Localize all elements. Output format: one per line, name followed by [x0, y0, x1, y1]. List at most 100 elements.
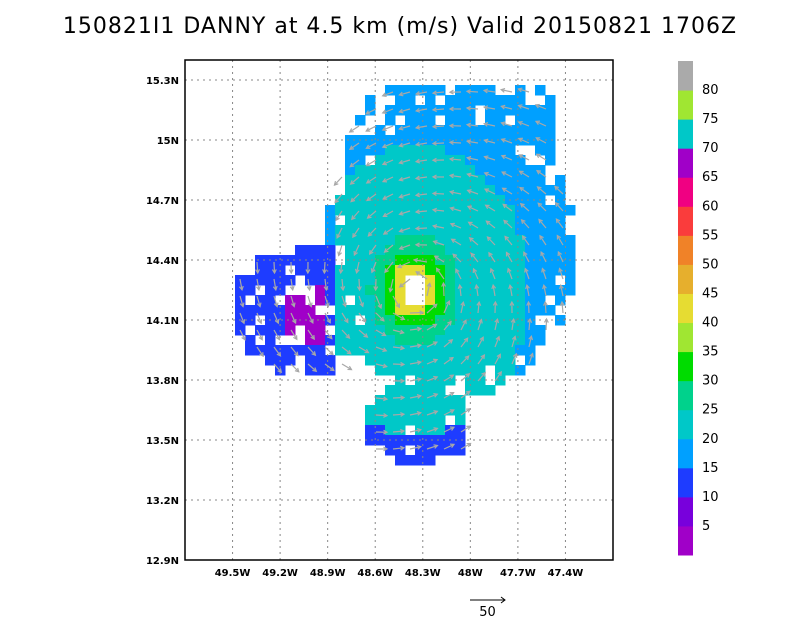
wind-vector-head: [448, 338, 454, 344]
wind-vector: [470, 252, 479, 263]
wind-vector-head: [432, 303, 438, 309]
wind-vector-head: [399, 329, 405, 335]
wind-vector-head: [466, 408, 472, 413]
wind-vector-head: [306, 285, 312, 292]
speed-cell: [555, 295, 566, 306]
wind-vector: [467, 189, 479, 195]
speed-cell: [475, 245, 486, 256]
speed-cell: [535, 305, 546, 316]
speed-cell: [385, 295, 396, 306]
speed-cell: [475, 305, 486, 316]
speed-cell: [275, 275, 286, 286]
wind-vector: [501, 155, 513, 161]
speed-cell: [405, 105, 416, 116]
wind-vector: [540, 251, 547, 263]
speed-cell: [455, 445, 466, 456]
wind-vector: [341, 346, 352, 355]
wind-vector: [358, 329, 368, 338]
speed-cell: [475, 205, 486, 216]
speed-cell: [315, 275, 326, 286]
speed-cell: [255, 275, 266, 286]
wind-vector: [539, 235, 547, 246]
wind-vector-head: [433, 358, 439, 364]
wind-vector: [334, 176, 343, 186]
wind-vector: [369, 244, 377, 255]
speed-cell: [475, 265, 486, 276]
wind-vector-head: [310, 335, 315, 341]
speed-cell: [465, 305, 476, 316]
wind-vector: [460, 373, 470, 382]
colorbar-label: 5: [702, 519, 710, 534]
wind-vector-head: [346, 349, 352, 355]
wind-vector-head: [466, 189, 472, 194]
speed-cell: [365, 165, 376, 176]
wind-vector: [484, 156, 496, 161]
speed-cell: [455, 165, 466, 176]
wind-vector-head: [500, 87, 506, 93]
speed-cell: [385, 395, 396, 406]
speed-cell: [495, 195, 506, 206]
speed-cell: [405, 205, 416, 216]
speed-cell: [275, 315, 286, 326]
wind-vector-head: [258, 335, 263, 341]
speed-cell: [435, 245, 446, 256]
wind-vector-head: [448, 356, 454, 362]
wind-vector: [389, 278, 394, 292]
speed-cell: [385, 185, 396, 196]
speed-cell: [405, 85, 416, 96]
speed-cell: [255, 325, 266, 336]
wind-vector: [501, 105, 513, 110]
wind-vector-head: [416, 411, 422, 416]
wind-vector: [334, 193, 343, 203]
speed-cell: [305, 305, 316, 316]
wind-vector: [409, 395, 421, 399]
speed-cell: [435, 335, 446, 346]
speed-cell: [405, 175, 416, 186]
wind-vector: [349, 159, 360, 168]
wind-vector-head: [241, 335, 246, 341]
wind-vectors: [239, 87, 565, 452]
speed-cell: [555, 175, 566, 186]
wind-vector: [560, 285, 564, 297]
wind-vector-head: [347, 365, 353, 371]
wind-vector: [557, 251, 564, 263]
speed-cell: [445, 175, 456, 186]
wind-vector-head: [431, 107, 437, 113]
speed-cell: [525, 345, 536, 356]
wind-vector-head: [345, 334, 351, 339]
speed-cell: [295, 245, 306, 256]
speed-cell: [565, 285, 576, 296]
speed-cell: [475, 335, 486, 346]
wind-vector: [432, 125, 445, 128]
wind-vector-head: [398, 228, 404, 233]
wind-vector: [501, 89, 513, 93]
wind-vector-head: [373, 286, 379, 292]
speed-cell: [515, 325, 526, 336]
wind-vector: [555, 218, 564, 229]
speed-cell: [345, 185, 356, 196]
speed-cell: [425, 175, 436, 186]
speed-cell: [385, 145, 396, 156]
speed-cell: [345, 325, 356, 336]
speed-cell: [375, 295, 386, 306]
speed-cell: [395, 385, 406, 396]
speed-cell: [495, 345, 506, 356]
speed-cell: [355, 335, 366, 346]
wind-vector-head: [382, 195, 388, 200]
wind-vector: [477, 301, 480, 314]
wind-vector-head: [400, 445, 406, 451]
speed-cell: [485, 245, 496, 256]
speed-cell: [475, 295, 486, 306]
wind-vector: [290, 312, 297, 324]
wind-vector: [426, 376, 438, 382]
wind-vector: [484, 123, 496, 127]
wind-vector-head: [481, 371, 487, 377]
speed-cell: [435, 285, 446, 296]
speed-cell: [525, 235, 536, 246]
speed-cell: [375, 325, 386, 336]
wind-vector-head: [559, 300, 565, 306]
speed-cell: [355, 185, 366, 196]
wind-vector-head: [381, 331, 387, 337]
lat-tick-label: 15.3N: [146, 76, 179, 87]
speed-cell: [335, 205, 346, 216]
